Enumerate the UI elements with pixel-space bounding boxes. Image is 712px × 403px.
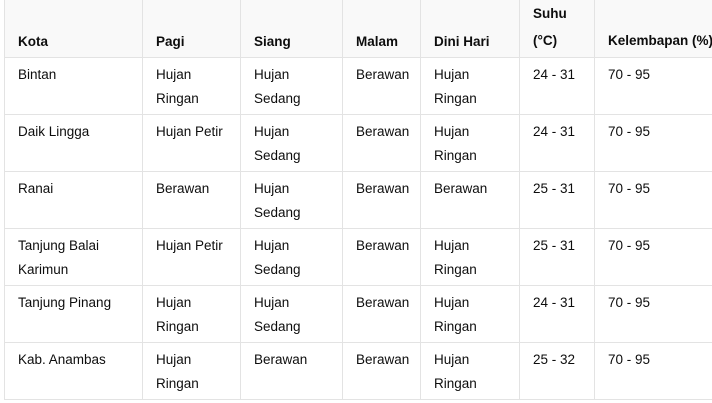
table-cell: 24 - 31 xyxy=(519,57,595,115)
column-header: Suhu (°C) xyxy=(519,0,595,58)
column-header: Malam xyxy=(342,0,421,58)
table-cell: Berawan xyxy=(342,171,421,229)
table-cell: Hujan Sedang xyxy=(240,285,343,343)
column-header: Dini Hari xyxy=(420,0,520,58)
table-cell: Tanjung Pinang xyxy=(4,285,143,343)
column-header: Pagi xyxy=(142,0,241,58)
table-cell: Berawan xyxy=(342,114,421,172)
table-cell: 70 - 95 xyxy=(594,228,712,286)
table-cell: Hujan Ringan xyxy=(142,342,241,400)
table-cell: Hujan Sedang xyxy=(240,171,343,229)
table-cell: 24 - 31 xyxy=(519,114,595,172)
table-cell: Tanjung Balai Karimun xyxy=(4,228,143,286)
table-cell: 25 - 31 xyxy=(519,228,595,286)
column-header: Kota xyxy=(4,0,143,58)
table-row: Bintan Hujan Ringan Hujan Sedang Berawan Huj… xyxy=(4,57,712,115)
weather-table: Kota Pagi Siang Malam Dini Hari Suhu (°C) Kele… xyxy=(4,0,712,400)
table-cell: Berawan xyxy=(142,171,241,229)
table-cell: 70 - 95 xyxy=(594,342,712,400)
table-cell: 70 - 95 xyxy=(594,285,712,343)
table-cell: Hujan Petir xyxy=(142,114,241,172)
table-cell: 25 - 32 xyxy=(519,342,595,400)
table-cell: Berawan xyxy=(420,171,520,229)
table-cell: 25 - 31 xyxy=(519,171,595,229)
table-cell: Hujan Sedang xyxy=(240,114,343,172)
table-cell: Kab. Anambas xyxy=(4,342,143,400)
table-header-row: Kota Pagi Siang Malam Dini Hari Suhu (°C) Kele… xyxy=(4,0,712,58)
table-cell: Berawan xyxy=(342,228,421,286)
table-cell: Hujan Ringan xyxy=(420,57,520,115)
table-cell: Hujan Ringan xyxy=(142,57,241,115)
table-cell: 24 - 31 xyxy=(519,285,595,343)
column-header: Siang xyxy=(240,0,343,58)
column-header: Kelembapan (%) xyxy=(594,0,712,58)
table-cell: 70 - 95 xyxy=(594,57,712,115)
table-cell: Hujan Ringan xyxy=(420,114,520,172)
table-cell: 70 - 95 xyxy=(594,114,712,172)
table-cell: Hujan Ringan xyxy=(142,285,241,343)
table-cell: Daik Lingga xyxy=(4,114,143,172)
table-cell: Berawan xyxy=(240,342,343,400)
table-row: Tanjung Balai Karimun Hujan Petir Hujan Se… xyxy=(4,228,712,286)
table-cell: Hujan Ringan xyxy=(420,228,520,286)
table-cell: Hujan Ringan xyxy=(420,342,520,400)
table-row: Daik Lingga Hujan Petir Hujan Sedang Berawa… xyxy=(4,114,712,172)
table-row: Kab. Anambas Hujan Ringan Berawan Berawan Hu… xyxy=(4,342,712,400)
table-cell: Hujan Ringan xyxy=(420,285,520,343)
table-row: Tanjung Pinang Hujan Ringan Hujan Sedang Be… xyxy=(4,285,712,343)
table-cell: Hujan Petir xyxy=(142,228,241,286)
table-cell: 70 - 95 xyxy=(594,171,712,229)
table-cell: Ranai xyxy=(4,171,143,229)
table-row: Ranai Berawan Hujan Sedang Berawan Berawan 25… xyxy=(4,171,712,229)
table-cell: Berawan xyxy=(342,342,421,400)
table-cell: Hujan Sedang xyxy=(240,57,343,115)
table-cell: Bintan xyxy=(4,57,143,115)
table-cell: Berawan xyxy=(342,57,421,115)
table-cell: Berawan xyxy=(342,285,421,343)
table-cell: Hujan Sedang xyxy=(240,228,343,286)
